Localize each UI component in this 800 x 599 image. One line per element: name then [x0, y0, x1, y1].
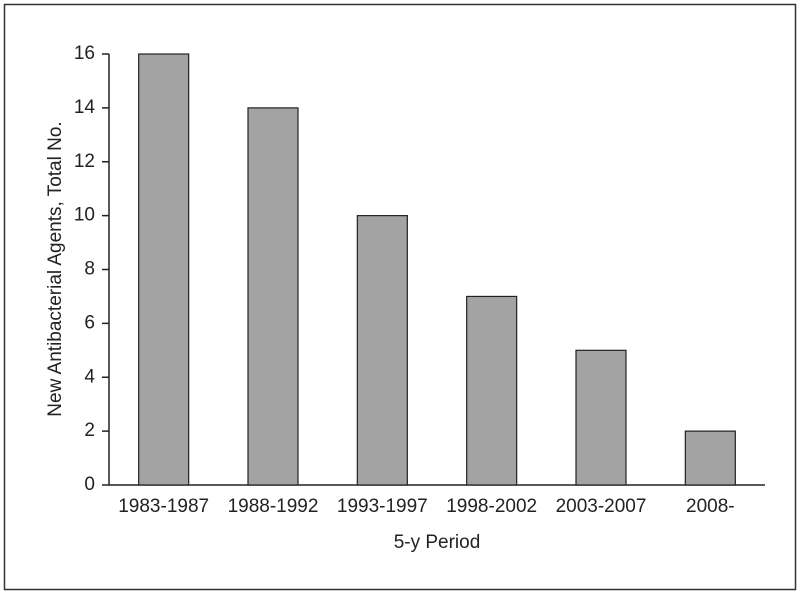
y-tick-label: 4: [84, 366, 95, 387]
bar: [356, 215, 408, 486]
y-tick-label: 0: [84, 474, 95, 495]
y-tick-label: 10: [74, 205, 95, 226]
y-tick-label: 8: [84, 259, 95, 280]
y-tick-label: 16: [74, 43, 95, 64]
y-axis-label: New Antibacterial Agents, Total No.: [45, 121, 66, 416]
x-tick-label: 1993-1997: [337, 496, 428, 517]
y-tick-label: 14: [74, 97, 96, 118]
x-tick-label: 2003-2007: [556, 496, 647, 517]
bar: [138, 53, 190, 486]
y-tick-label: 2: [84, 420, 95, 441]
x-axis-label: 5-y Period: [394, 532, 481, 553]
y-tick-label: 12: [74, 151, 95, 172]
bar: [684, 430, 736, 486]
bar: [247, 107, 299, 486]
bar: [466, 295, 518, 486]
x-tick-label: 1983-1987: [118, 496, 209, 517]
bar: [575, 349, 627, 486]
y-tick-label: 6: [84, 312, 95, 333]
x-tick-label: 1998-2002: [446, 496, 537, 517]
x-tick-label: 1988-1992: [228, 496, 319, 517]
frame: [3, 3, 797, 591]
x-tick-label: 2008-: [686, 496, 735, 517]
